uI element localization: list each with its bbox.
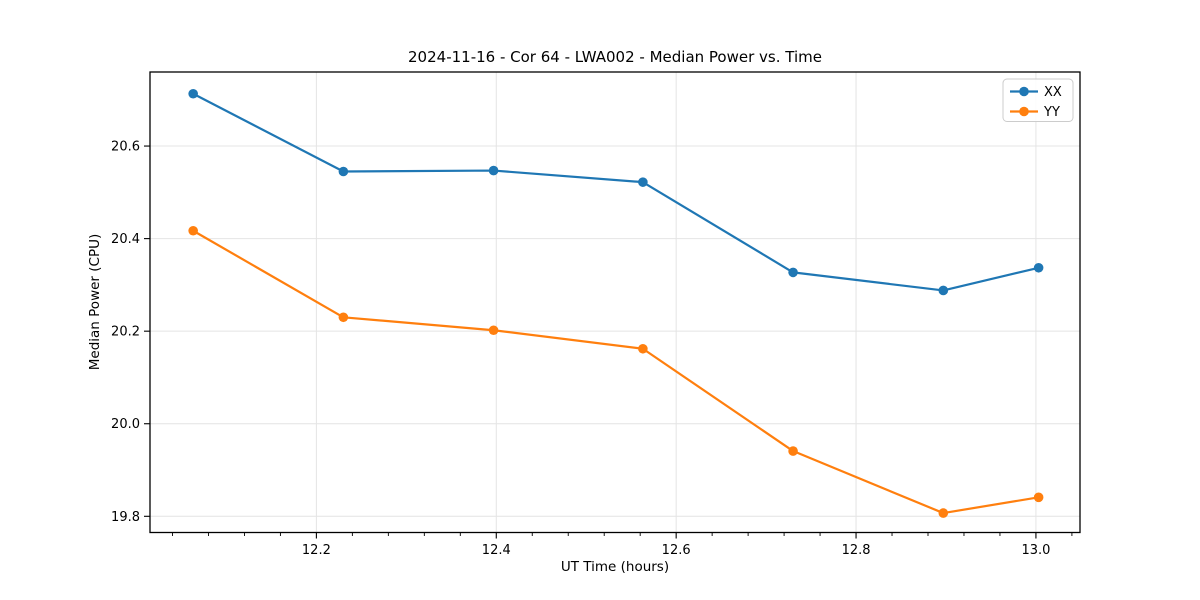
marker-xx-2: [488, 165, 499, 176]
marker-yy-1: [338, 312, 349, 323]
y-tick-label: 20.6: [111, 140, 140, 155]
marker-yy-5: [938, 508, 949, 518]
y-tick-label: 20.0: [111, 417, 140, 432]
marker-yy-3: [638, 343, 648, 354]
y-tick-label: 20.4: [111, 232, 140, 247]
legend-sample-marker-yy: [1019, 106, 1029, 117]
marker-xx-3: [638, 177, 648, 187]
marker-yy-4: [788, 446, 798, 456]
chart-title: 2024-11-16 - Cor 64 - LWA002 - Median Po…: [408, 48, 822, 66]
plot-background: [150, 72, 1080, 533]
marker-xx-6: [1033, 262, 1044, 273]
marker-xx-5: [938, 285, 949, 296]
legend-label-yy: YY: [1043, 105, 1060, 120]
marker-xx-1: [338, 166, 349, 177]
marker-xx-0: [188, 88, 198, 99]
marker-yy-0: [188, 225, 198, 236]
legend: XX YY: [1002, 78, 1074, 122]
y-tick-label: 19.8: [111, 510, 140, 525]
marker-xx-4: [788, 267, 798, 278]
x-tick-label: 12.4: [482, 543, 511, 558]
legend-sample-marker-xx: [1019, 86, 1029, 97]
marker-yy-2: [488, 325, 499, 336]
legend-box: [1002, 78, 1074, 122]
x-tick-label: 12.2: [302, 543, 331, 558]
x-tick-label: 13.0: [1021, 543, 1050, 558]
y-tick-label: 20.2: [111, 325, 140, 340]
x-axis-label: UT Time (hours): [560, 559, 670, 575]
legend-label-xx: XX: [1044, 85, 1062, 100]
x-tick-label: 12.8: [842, 543, 871, 558]
x-tick-label: 12.6: [662, 543, 691, 558]
plot-border: [149, 71, 1081, 534]
marker-yy-6: [1033, 492, 1044, 503]
